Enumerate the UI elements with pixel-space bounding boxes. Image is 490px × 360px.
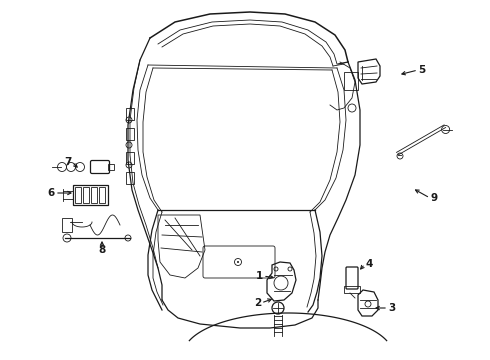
Text: 4: 4 — [365, 259, 372, 269]
Text: 2: 2 — [254, 298, 261, 308]
Bar — [126, 108, 134, 120]
Bar — [91, 187, 97, 203]
Bar — [344, 286, 360, 293]
Text: 3: 3 — [388, 303, 395, 313]
Bar — [75, 187, 81, 203]
Bar — [126, 152, 134, 164]
Bar — [99, 187, 105, 203]
Text: 1: 1 — [256, 271, 263, 281]
Text: 9: 9 — [430, 193, 437, 203]
Text: 6: 6 — [48, 188, 55, 198]
Bar — [73, 185, 108, 205]
Bar — [344, 72, 358, 90]
Circle shape — [237, 261, 239, 263]
Bar — [108, 164, 114, 170]
Bar — [126, 172, 134, 184]
Bar — [83, 187, 89, 203]
Text: 8: 8 — [98, 245, 106, 255]
Text: 5: 5 — [418, 65, 425, 75]
Text: 7: 7 — [65, 157, 72, 167]
Bar — [62, 218, 72, 232]
Bar — [126, 128, 134, 140]
